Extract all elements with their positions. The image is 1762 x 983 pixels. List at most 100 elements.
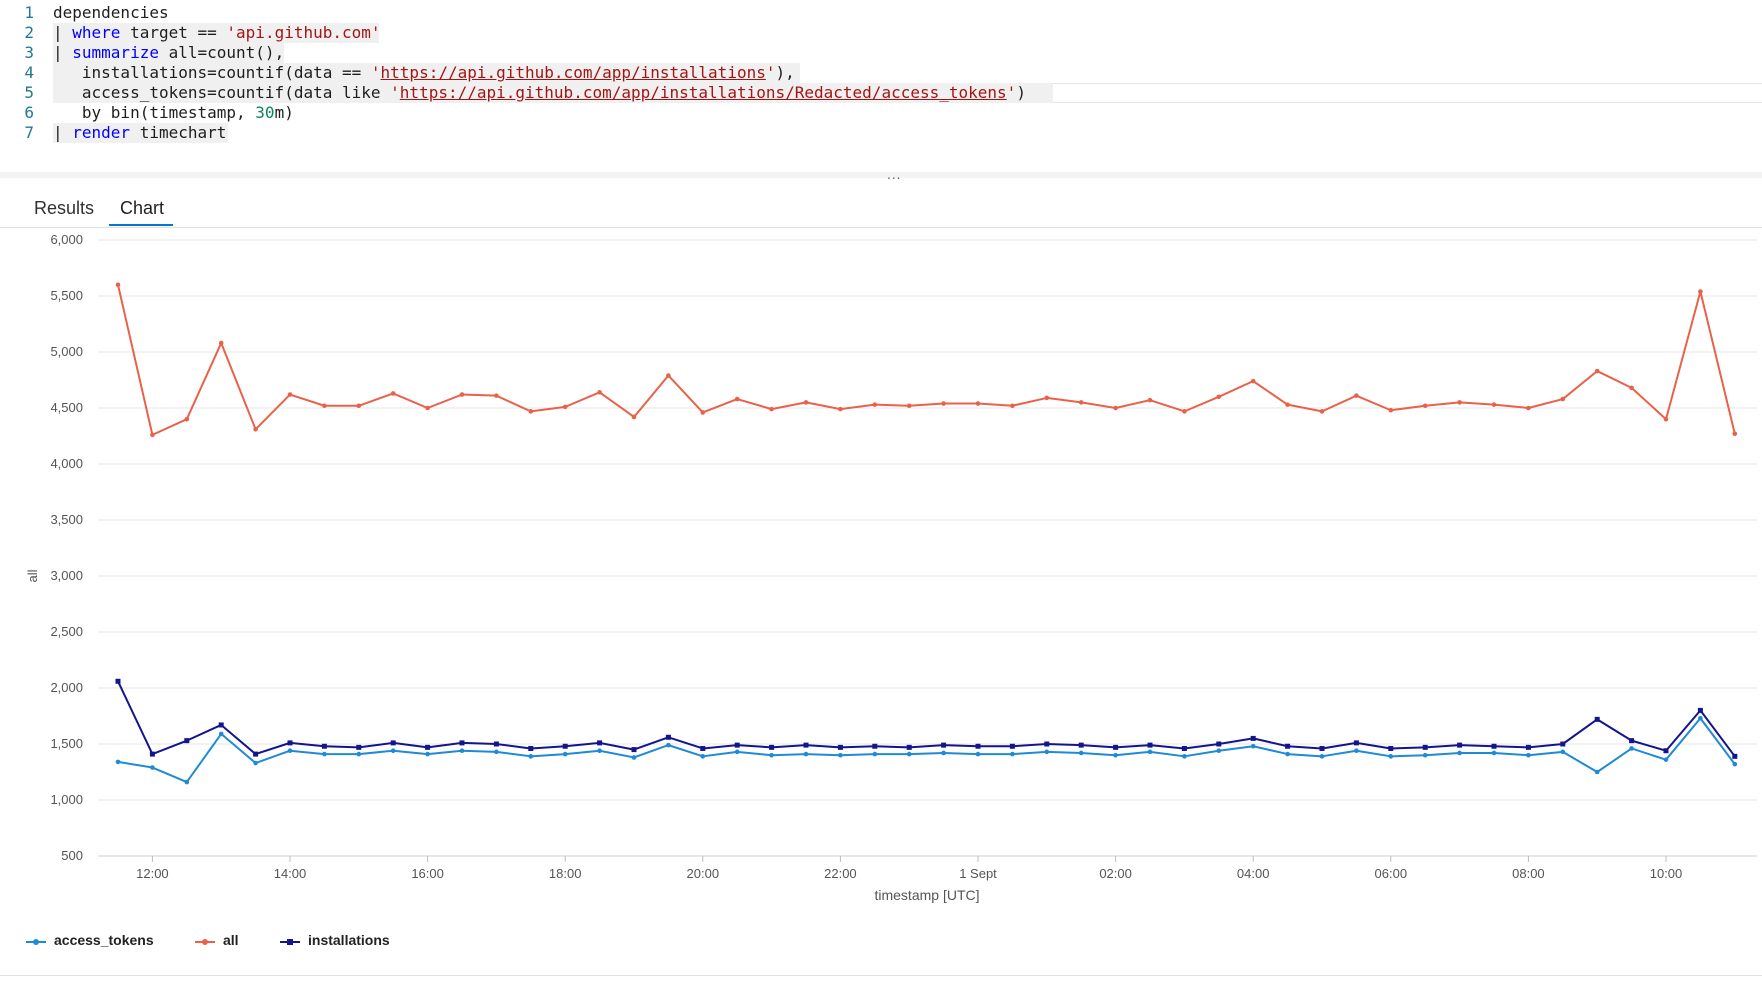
data-point-all bbox=[1113, 405, 1118, 411]
data-point-access_tokens bbox=[287, 748, 293, 754]
data-point-access_tokens bbox=[803, 751, 809, 757]
data-point-access_tokens bbox=[1698, 715, 1703, 721]
data-point-installations bbox=[1319, 745, 1325, 751]
data-point-all bbox=[1491, 402, 1497, 407]
data-point-all bbox=[390, 391, 396, 396]
y-tick-label: 5,500 bbox=[50, 288, 83, 303]
y-tick-label: 1,500 bbox=[50, 736, 83, 751]
data-point-installations bbox=[356, 744, 362, 750]
chart-svg: 6,000 5,500 5,000 4,500 4,000 3,500 3,000 2,500… bbox=[25, 232, 1757, 903]
data-point-installations bbox=[149, 751, 155, 757]
legend-marker-icon bbox=[202, 939, 208, 945]
data-point-access_tokens bbox=[115, 759, 121, 765]
data-point-installations bbox=[1009, 743, 1015, 749]
code-token: ' bbox=[390, 83, 400, 102]
data-point-installations bbox=[1181, 745, 1187, 751]
data-point-installations bbox=[1216, 741, 1222, 747]
code-token: m) bbox=[274, 103, 294, 122]
code-token: summarize bbox=[72, 43, 159, 62]
data-point-all bbox=[734, 396, 740, 402]
data-point-all bbox=[494, 393, 499, 398]
code-token: by bin(timestamp, bbox=[53, 103, 256, 122]
data-point-access_tokens bbox=[425, 751, 430, 757]
data-point-access_tokens bbox=[1388, 754, 1394, 759]
data-point-access_tokens bbox=[390, 748, 396, 754]
data-point-access_tokens bbox=[1250, 743, 1256, 749]
data-point-access_tokens bbox=[597, 748, 602, 754]
code-line[interactable]: 7 | render timechart bbox=[0, 123, 1762, 143]
data-point-installations bbox=[1491, 743, 1497, 749]
x-tick-label: 14:00 bbox=[274, 866, 307, 881]
data-point-all bbox=[1182, 409, 1187, 414]
data-point-all bbox=[1044, 395, 1050, 401]
data-point-all bbox=[322, 403, 327, 409]
y-axis-label: all bbox=[25, 569, 40, 582]
data-point-access_tokens bbox=[459, 748, 465, 754]
y-tick-label: 5,000 bbox=[50, 344, 83, 359]
code-line[interactable]: 5 access_tokens=countif(data like 'https… bbox=[0, 83, 1762, 103]
series-line-access_tokens bbox=[117, 717, 1736, 784]
data-point-access_tokens bbox=[838, 752, 843, 758]
y-tick-label: 1,000 bbox=[50, 792, 83, 807]
data-point-installations bbox=[1147, 742, 1153, 748]
data-point-access_tokens bbox=[253, 760, 258, 766]
data-point-all bbox=[975, 401, 981, 406]
data-point-installations bbox=[1732, 753, 1738, 759]
legend-label: all bbox=[223, 932, 239, 948]
data-point-all bbox=[1354, 393, 1359, 398]
code-text: | where target == 'api.github.com' bbox=[53, 23, 381, 43]
data-point-access_tokens bbox=[1560, 749, 1566, 755]
tab-results[interactable]: Results bbox=[34, 198, 95, 218]
line-number: 3 bbox=[24, 43, 34, 62]
code-text: by bin(timestamp, 30m) bbox=[53, 103, 294, 123]
data-point-installations bbox=[975, 743, 981, 749]
code-line[interactable]: 4 installations=countif(data == 'https:/… bbox=[0, 63, 1762, 83]
code-token: render bbox=[72, 123, 131, 142]
legend-marker-icon bbox=[33, 939, 39, 945]
code-token: | bbox=[53, 123, 73, 142]
code-token: ' bbox=[765, 63, 776, 82]
code-token: where bbox=[72, 23, 121, 42]
code-line[interactable]: 1 dependencies bbox=[0, 3, 1762, 23]
splitter-grip-icon[interactable]: ... bbox=[887, 168, 902, 182]
code-line[interactable]: 3 | summarize all=count(), bbox=[0, 43, 1762, 63]
legend-marker-icon bbox=[287, 939, 293, 945]
data-point-all bbox=[1078, 400, 1084, 405]
query-editor[interactable]: 1 dependencies 2 | where target == 'api.git… bbox=[0, 0, 1762, 172]
data-point-access_tokens bbox=[1113, 752, 1118, 758]
data-point-all bbox=[769, 406, 774, 412]
code-token: https://api.github.com/app/installations… bbox=[399, 83, 1007, 102]
data-point-installations bbox=[872, 743, 878, 749]
data-point-access_tokens bbox=[941, 750, 946, 756]
data-point-access_tokens bbox=[1216, 748, 1222, 754]
selection-highlight bbox=[53, 123, 228, 143]
code-line[interactable]: 2 | where target == 'api.github.com' bbox=[0, 23, 1762, 43]
timechart: 6,000 5,500 5,000 4,500 4,000 3,500 3,000 2,500… bbox=[0, 228, 1762, 983]
data-point-access_tokens bbox=[494, 749, 499, 755]
y-tick-label: 3,000 bbox=[50, 568, 83, 583]
x-tick-label: 10:00 bbox=[1650, 866, 1683, 881]
code-token: access_tokens=countif(data like bbox=[53, 83, 391, 102]
pane-splitter[interactable] bbox=[0, 172, 1762, 178]
data-point-access_tokens bbox=[562, 751, 568, 757]
data-point-all bbox=[459, 392, 465, 397]
divider bbox=[0, 975, 1762, 976]
line-number: 5 bbox=[24, 83, 34, 102]
data-point-all bbox=[425, 405, 430, 411]
data-point-all bbox=[1698, 289, 1703, 294]
tab-chart[interactable]: Chart bbox=[120, 198, 165, 218]
legend-label: access_tokens bbox=[54, 932, 154, 948]
code-line[interactable]: 6 by bin(timestamp, 30m) bbox=[0, 103, 1762, 123]
x-tick-label: 12:00 bbox=[136, 866, 169, 881]
data-point-installations bbox=[287, 740, 293, 746]
x-tick-label: 18:00 bbox=[549, 866, 582, 881]
data-point-access_tokens bbox=[872, 751, 878, 757]
data-point-access_tokens bbox=[1078, 750, 1084, 756]
data-point-installations bbox=[1560, 741, 1566, 747]
data-point-access_tokens bbox=[1354, 748, 1359, 754]
data-point-installations bbox=[1388, 745, 1394, 751]
x-axis-label: timestamp [UTC] bbox=[874, 887, 979, 903]
code-text: | render timechart bbox=[53, 123, 226, 143]
x-tick-label: 22:00 bbox=[824, 866, 857, 881]
data-point-installations bbox=[1044, 741, 1050, 747]
